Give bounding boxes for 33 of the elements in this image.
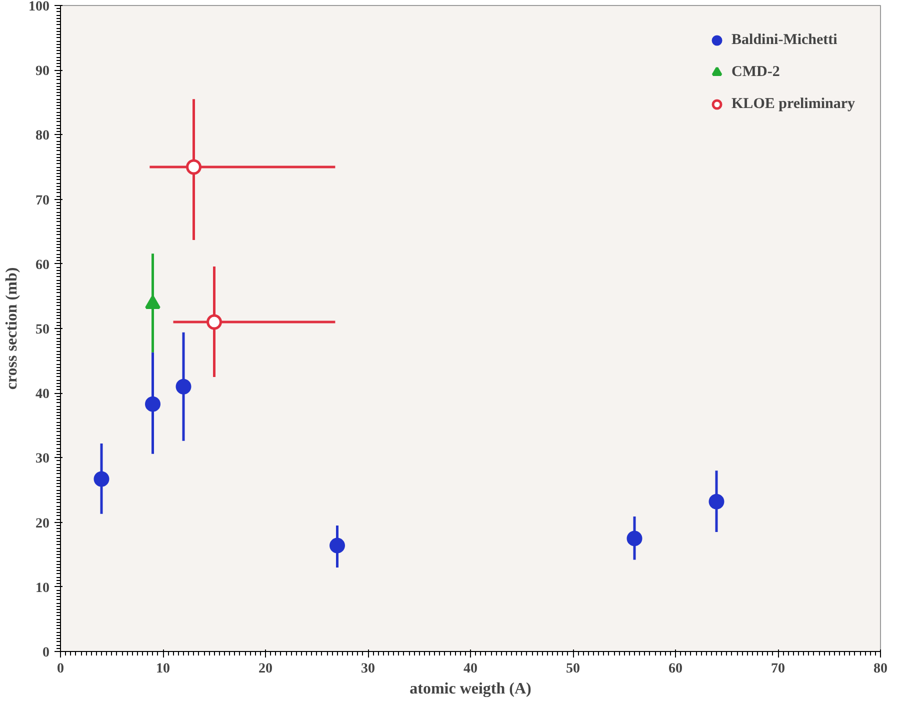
legend-label: Baldini-Michetti [732,32,838,48]
x-tick-label: 0 [57,662,64,676]
legend-label: KLOE preliminary [732,96,855,112]
point [145,396,160,412]
y-tick-label: 70 [36,193,50,208]
x-tick-label: 10 [156,662,170,676]
x-tick-label: 30 [361,662,375,676]
point [708,494,724,510]
x-tick-label: 40 [464,662,478,676]
y-tick-label: 100 [28,0,50,14]
y-tick-label: 80 [36,128,50,144]
x-tick-label: 20 [258,662,272,676]
y-tick-label: 0 [42,646,50,660]
point [206,314,222,330]
point [626,530,642,546]
x-axis-title: atomic weigth (A) [410,680,532,698]
point [330,538,345,554]
y-tick-label: 30 [36,452,50,467]
x-tick-label: 60 [668,662,682,676]
y-tick-label: 40 [36,387,50,402]
y-tick-label: 10 [36,580,50,596]
point [176,378,192,394]
x-tick-label: 80 [874,662,888,676]
x-tick-label: 50 [566,662,580,676]
y-tick-label: 60 [36,258,50,273]
point [94,471,110,487]
y-tick-label: 20 [36,516,50,532]
y-tick-label: 90 [36,64,50,80]
legend-label: CMD-2 [732,64,780,80]
y-tick-label: 50 [36,322,50,338]
y-axis-title: cross section (mb) [4,267,20,390]
point [186,159,202,175]
x-tick-label: 70 [771,662,785,676]
